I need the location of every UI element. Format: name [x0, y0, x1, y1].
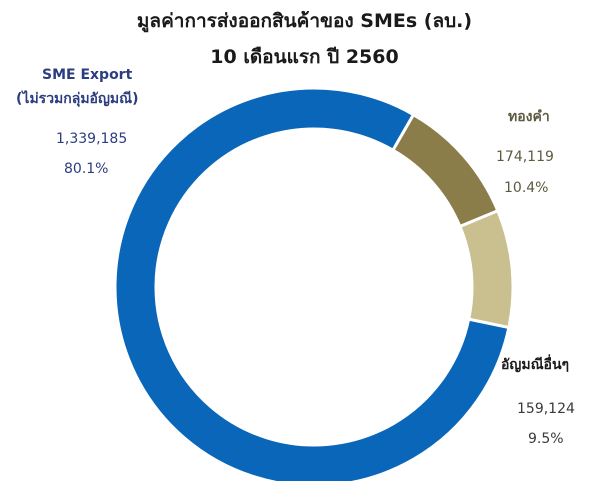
slice-label-gold: ทองคำ	[508, 109, 550, 125]
slice-percent-sme-export: 80.1%	[64, 161, 109, 177]
donut-slice-sme-export	[113, 86, 511, 481]
donut-slice-gold	[390, 112, 500, 229]
slice-label-sme-export-line2: (ไม่รวมกลุ่มอัญมณี)	[16, 91, 139, 107]
slice-value-other-gems: 159,124	[517, 401, 575, 417]
slice-value-sme-export: 1,339,185	[56, 131, 128, 147]
slice-percent-other-gems: 9.5%	[528, 431, 564, 447]
slice-percent-gold: 10.4%	[504, 180, 549, 196]
slice-label-sme-export: SME Export	[42, 67, 133, 83]
chart-subtitle: 10 เดือนแรก ปี 2560	[210, 46, 399, 68]
chart-title: มูลค่าการส่งออกสินค้าของ SMEs (ลบ.)	[136, 10, 473, 32]
slice-value-gold: 174,119	[496, 149, 554, 165]
donut-slice-other-gems	[457, 208, 515, 330]
slice-label-other-gems: อัญมณีอื่นๆ	[501, 357, 570, 373]
